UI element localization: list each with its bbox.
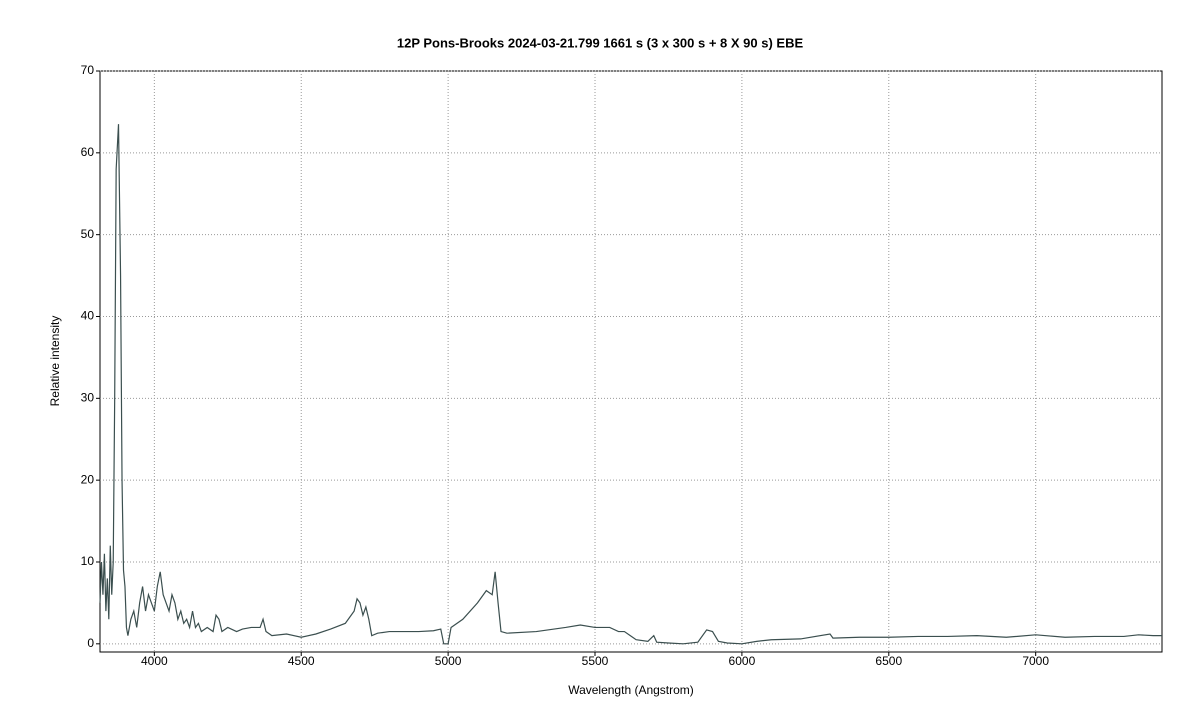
x-tick-label: 6000 (729, 654, 756, 668)
x-tick-label: 6500 (875, 654, 902, 668)
chart-title: 12P Pons-Brooks 2024-03-21.799 1661 s (3… (397, 35, 804, 50)
x-tick-label: 4000 (141, 654, 168, 668)
y-tick-label: 10 (81, 554, 95, 568)
y-tick-label: 40 (81, 309, 95, 323)
plot-frame (99, 70, 1163, 653)
x-tick-label: 5500 (582, 654, 609, 668)
y-tick-label: 60 (81, 145, 95, 159)
y-axis-label: Relative intensity (48, 316, 62, 407)
y-tick-label: 70 (81, 63, 95, 77)
x-tick-label: 5000 (435, 654, 462, 668)
x-axis-label: Wavelength (Angstrom) (568, 683, 694, 697)
y-tick-label: 50 (81, 227, 95, 241)
y-tick-label: 30 (81, 390, 95, 404)
y-tick-label: 0 (87, 636, 94, 650)
y-tick-label: 20 (81, 472, 95, 486)
x-tick-label: 7000 (1022, 654, 1049, 668)
x-tick-label: 4500 (288, 654, 315, 668)
spectrum-line (99, 124, 1162, 645)
